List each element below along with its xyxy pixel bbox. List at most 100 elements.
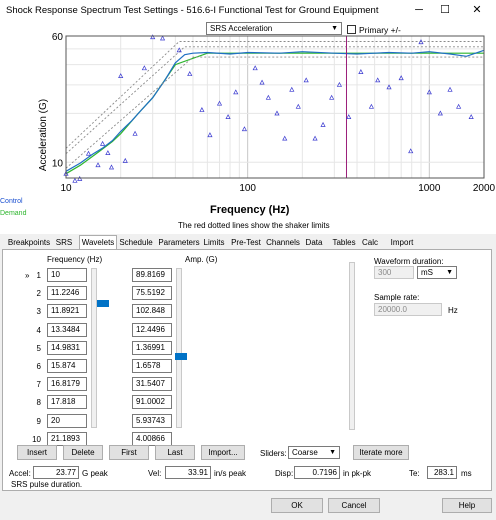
status-text: SRS pulse duration. xyxy=(11,480,83,489)
sample-rate-unit: Hz xyxy=(448,306,458,315)
cancel-button[interactable]: Cancel xyxy=(328,498,380,513)
wavelet-point xyxy=(346,114,352,119)
ok-button[interactable]: OK xyxy=(271,498,323,513)
tab-data[interactable]: Data xyxy=(305,238,323,247)
col-frequency-header: Frequency (Hz) xyxy=(47,255,103,264)
last-button[interactable]: Last xyxy=(155,445,195,460)
te-value: 283.1 xyxy=(427,466,457,479)
amplitude-cell[interactable]: 75.5192 xyxy=(132,286,172,301)
tab-srs[interactable]: SRS xyxy=(55,238,73,247)
wavelet-point xyxy=(368,103,374,109)
row-index: 2 xyxy=(36,289,41,299)
series-line xyxy=(65,49,485,172)
wavelet-point xyxy=(426,89,432,95)
wavelet-point xyxy=(295,103,301,109)
waveform-duration-field[interactable]: 300 xyxy=(374,266,414,279)
tab-strip: Breakpoints SRS Wavelets Schedule Parame… xyxy=(0,235,496,250)
frequency-cell[interactable]: 14.9831 xyxy=(47,340,87,355)
frequency-cell[interactable]: 21.1893 xyxy=(47,431,87,446)
wavelet-point xyxy=(468,114,474,119)
sliders-select[interactable]: Coarse ▼ xyxy=(288,446,340,459)
wavelets-panel: Frequency (Hz) Amp. (G) » 1 10 89.8169 2 11.2… xyxy=(2,249,492,491)
y-tick-label: 60 xyxy=(52,32,64,43)
tab-breakpoints[interactable]: Breakpoints xyxy=(7,238,51,247)
series-line xyxy=(65,46,484,155)
frequency-cell[interactable]: 10 xyxy=(47,268,87,282)
tab-calc[interactable]: Calc xyxy=(361,238,378,247)
waveform-duration-label: Waveform duration: xyxy=(374,257,444,266)
primary-label: Primary +/- xyxy=(359,25,401,35)
wavelet-point xyxy=(259,79,265,85)
freq-slider-thumb[interactable] xyxy=(97,300,109,307)
wavelet-point xyxy=(320,121,326,127)
amplitude-cell[interactable]: 12.4496 xyxy=(132,322,172,337)
row-index: 7 xyxy=(36,380,41,390)
wavelet-point xyxy=(199,107,205,112)
frequency-cell[interactable]: 11.2246 xyxy=(47,286,87,301)
maximize-button[interactable]: ☐ xyxy=(440,4,450,16)
table-scrollbar[interactable] xyxy=(349,262,355,430)
frequency-cell[interactable]: 20 xyxy=(47,413,87,428)
chart-view-select[interactable]: SRS Acceleration ▼ xyxy=(206,22,342,35)
wavelet-point xyxy=(386,84,392,90)
frequency-cell[interactable]: 11.8921 xyxy=(47,304,87,319)
frequency-cell[interactable]: 17.818 xyxy=(47,395,87,410)
wavelet-point xyxy=(418,39,424,45)
amplitude-cell[interactable]: 102.848 xyxy=(132,304,172,319)
tab-wavelets[interactable]: Wavelets xyxy=(79,235,117,250)
sample-rate-field[interactable]: 20000.0 xyxy=(374,303,442,316)
insert-button[interactable]: Insert xyxy=(17,445,57,460)
wavelet-point xyxy=(282,135,288,141)
current-row-marker: » xyxy=(25,271,30,280)
tab-import[interactable]: Import xyxy=(390,238,414,247)
tab-parameters[interactable]: Parameters xyxy=(158,238,200,247)
wavelet-point xyxy=(312,135,318,141)
first-button[interactable]: First xyxy=(109,445,149,460)
frequency-cell[interactable]: 13.3484 xyxy=(47,322,87,337)
minimize-button[interactable]: ─ xyxy=(415,4,423,16)
chevron-down-icon: ▼ xyxy=(446,269,453,276)
amplitude-cell[interactable]: 1.6578 xyxy=(132,359,172,373)
shaker-limit-note: The red dotted lines show the shaker lim… xyxy=(178,221,330,230)
amplitude-cell[interactable]: 1.36991 xyxy=(132,340,172,355)
amplitude-cell[interactable]: 91.0002 xyxy=(132,395,172,410)
help-button[interactable]: Help xyxy=(442,498,492,513)
wavelet-point xyxy=(241,126,248,132)
wavelet-point xyxy=(187,71,193,76)
amplitude-cell[interactable]: 5.93743 xyxy=(132,413,172,428)
frequency-cell[interactable]: 15.874 xyxy=(47,359,87,373)
amp-slider-track[interactable] xyxy=(176,268,182,428)
tab-schedule[interactable]: Schedule xyxy=(119,238,153,247)
wavelet-point xyxy=(456,103,462,109)
accel-value: 23.77 xyxy=(33,466,79,479)
wavelet-point xyxy=(408,148,414,154)
freq-slider-track[interactable] xyxy=(91,268,97,428)
tab-tables[interactable]: Tables xyxy=(332,238,356,247)
wavelet-point xyxy=(233,89,239,95)
import-button[interactable]: Import... xyxy=(201,445,245,460)
amp-slider-thumb[interactable] xyxy=(175,353,187,360)
wavelet-point xyxy=(225,114,231,119)
amplitude-cell[interactable]: 31.5407 xyxy=(132,377,172,392)
amplitude-cell[interactable]: 4.00866 xyxy=(132,431,172,446)
delete-button[interactable]: Delete xyxy=(63,445,103,460)
chevron-down-icon: ▼ xyxy=(329,449,336,456)
amplitude-cell[interactable]: 89.8169 xyxy=(132,268,172,282)
wavelet-point xyxy=(447,86,453,92)
primary-checkbox[interactable] xyxy=(347,25,356,34)
wavelet-point xyxy=(85,150,92,156)
duration-unit-select[interactable]: mS ▼ xyxy=(417,266,457,279)
wavelet-point xyxy=(141,65,147,71)
iterate-more-button[interactable]: Iterate more xyxy=(353,445,409,460)
tab-pre-test[interactable]: Pre-Test xyxy=(231,238,261,247)
wavelet-point xyxy=(216,100,223,106)
tab-channels[interactable]: Channels xyxy=(266,238,300,247)
frequency-cell[interactable]: 16.8179 xyxy=(47,377,87,392)
sample-rate-label: Sample rate: xyxy=(374,293,420,302)
close-button[interactable]: ✕ xyxy=(472,4,482,16)
wavelet-point xyxy=(132,130,138,136)
x-tick-label: 1000 xyxy=(418,183,441,194)
wavelet-point xyxy=(118,73,124,78)
tab-limits[interactable]: Limits xyxy=(203,238,225,247)
title-bar: Shock Response Spectrum Test Settings - … xyxy=(0,0,496,20)
